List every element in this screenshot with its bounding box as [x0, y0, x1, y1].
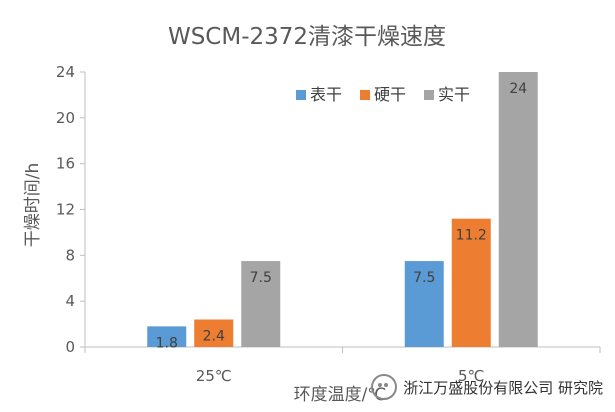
legend-label: 实干	[438, 85, 470, 104]
data-label: 7.5	[413, 270, 435, 286]
bar	[498, 72, 538, 347]
bar	[147, 326, 187, 347]
data-label: 7.5	[250, 270, 272, 286]
bar	[241, 261, 281, 347]
y-tick-label: 12	[56, 201, 75, 219]
legend-label: 硬干	[374, 85, 406, 104]
y-tick-label: 16	[56, 155, 75, 173]
data-label: 1.8	[156, 335, 178, 351]
bar	[194, 319, 234, 347]
bar	[451, 218, 491, 347]
x-axis-title: 环度温度/℃	[294, 385, 387, 405]
chart-title: WSCM-2372清漆干燥速度	[168, 24, 446, 50]
y-tick-label: 4	[65, 292, 75, 310]
legend-swatch	[296, 90, 306, 100]
legend-label: 表干	[310, 85, 342, 104]
y-axis-title: 干燥时间/h	[23, 163, 43, 248]
wechat-icon	[371, 374, 398, 400]
y-tick-label: 8	[65, 246, 75, 264]
watermark: 浙江万盛股份有限公司 研究院	[371, 374, 603, 400]
data-label: 24	[509, 81, 527, 97]
legend-swatch	[424, 90, 434, 100]
legend-swatch	[360, 90, 370, 100]
data-label: 11.2	[456, 228, 487, 244]
y-tick-label: 20	[56, 109, 75, 127]
x-tick-label: 5℃	[458, 367, 484, 385]
y-tick-label: 24	[56, 63, 75, 81]
x-tick-label: 25℃	[196, 367, 232, 385]
data-label: 2.4	[203, 329, 225, 345]
watermark-text: 浙江万盛股份有限公司 研究院	[403, 378, 603, 397]
y-tick-label: 0	[65, 338, 75, 356]
bar	[404, 261, 444, 347]
